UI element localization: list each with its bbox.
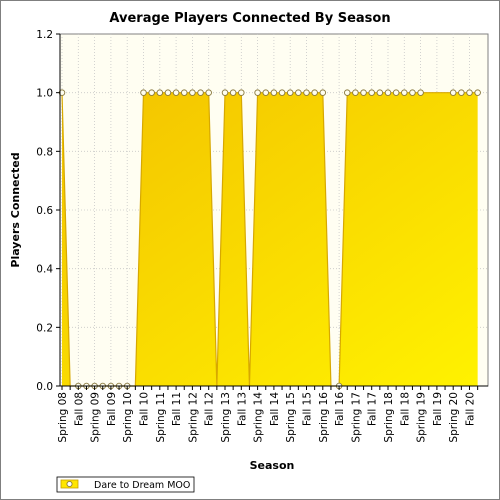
- data-point: [278, 89, 286, 96]
- data-point: [352, 89, 359, 96]
- y-tick-label: 1.0: [36, 88, 53, 100]
- data-point: [376, 89, 384, 96]
- data-point: [392, 89, 400, 96]
- series-area: [62, 92, 478, 387]
- marker-layer: [58, 89, 481, 390]
- data-point: [295, 89, 302, 96]
- x-tick-label: Spring 19: [416, 392, 428, 443]
- data-point: [156, 89, 164, 96]
- data-point: [401, 89, 408, 96]
- x-tick-label: Fall 10: [139, 392, 151, 426]
- data-point: [311, 89, 318, 96]
- data-point: [197, 89, 204, 96]
- y-tick-label: 1.2: [36, 29, 53, 41]
- x-tick-label: Fall 16: [334, 392, 346, 426]
- data-point: [254, 89, 261, 96]
- legend-box: [56, 476, 195, 493]
- x-tick-label: Spring 18: [383, 392, 395, 443]
- legend-marker: [66, 480, 73, 488]
- y-axis: 0.0 0.2 0.4 0.6 0.8 1.0 1.2: [36, 29, 61, 393]
- legend-label: Dare to Dream MOO: [94, 480, 190, 491]
- x-tick-label: Fall 17: [367, 392, 379, 426]
- data-point: [221, 89, 229, 96]
- x-tick-label: Fall 08: [73, 392, 85, 426]
- y-tick-label: 0.6: [36, 205, 53, 217]
- y-tick-label: 0.2: [36, 322, 53, 334]
- data-point: [140, 89, 147, 96]
- data-point: [409, 89, 416, 96]
- data-point: [189, 89, 196, 96]
- data-point: [172, 89, 180, 96]
- data-point: [360, 89, 367, 96]
- data-point: [303, 89, 310, 96]
- data-point: [319, 89, 327, 96]
- data-point: [466, 89, 473, 96]
- x-axis-title: Season: [250, 459, 295, 472]
- x-tick-label: Spring 17: [350, 392, 362, 443]
- x-axis: Spring 08 Fall 08 Spring 09 Fall 09 Spring 1…: [57, 385, 488, 443]
- data-point: [384, 89, 392, 96]
- x-tick-label: Fall 20: [465, 392, 477, 426]
- chart-title: Average Players Connected By Season: [109, 11, 390, 26]
- data-point: [270, 89, 278, 96]
- data-point: [286, 89, 294, 96]
- x-tick-label: Fall 18: [399, 392, 411, 426]
- x-tick-label: Spring 15: [285, 392, 297, 443]
- y-tick-label: 0.0: [36, 381, 53, 393]
- data-point: [449, 89, 457, 96]
- y-tick-label: 0.4: [36, 264, 53, 276]
- x-tick-label: Spring 20: [448, 392, 460, 443]
- x-tick-label: Fall 12: [204, 392, 216, 426]
- x-tick-label: Fall 19: [432, 392, 444, 426]
- x-tick-label: Fall 15: [302, 392, 314, 426]
- data-point: [417, 89, 424, 96]
- data-point: [238, 89, 245, 96]
- data-point: [164, 89, 172, 96]
- data-point: [180, 89, 188, 96]
- x-tick-label: Fall 13: [236, 392, 248, 426]
- x-tick-label: Spring 09: [90, 392, 102, 443]
- data-point: [148, 89, 155, 96]
- x-tick-label: Spring 11: [155, 392, 167, 443]
- data-point: [368, 89, 375, 96]
- x-tick-label: Spring 08: [57, 392, 69, 443]
- x-tick-label: Spring 13: [220, 392, 232, 443]
- x-tick-label: Fall 14: [269, 392, 281, 426]
- legend: Dare to Dream MOO: [56, 476, 195, 493]
- x-tick-label: Spring 12: [187, 392, 199, 443]
- data-point: [205, 89, 212, 96]
- data-point: [474, 89, 481, 96]
- data-point: [458, 89, 465, 96]
- data-point: [344, 89, 351, 96]
- data-point: [262, 89, 270, 96]
- x-tick-label: Spring 14: [253, 392, 265, 443]
- data-point: [229, 89, 237, 96]
- x-tick-label: Fall 11: [171, 392, 183, 426]
- x-tick-label: Spring 16: [318, 392, 330, 443]
- x-tick-label: Spring 10: [122, 392, 134, 443]
- x-tick-label: Fall 09: [106, 392, 118, 426]
- y-axis-title: Players Connected: [9, 152, 22, 267]
- y-tick-label: 0.8: [36, 146, 53, 158]
